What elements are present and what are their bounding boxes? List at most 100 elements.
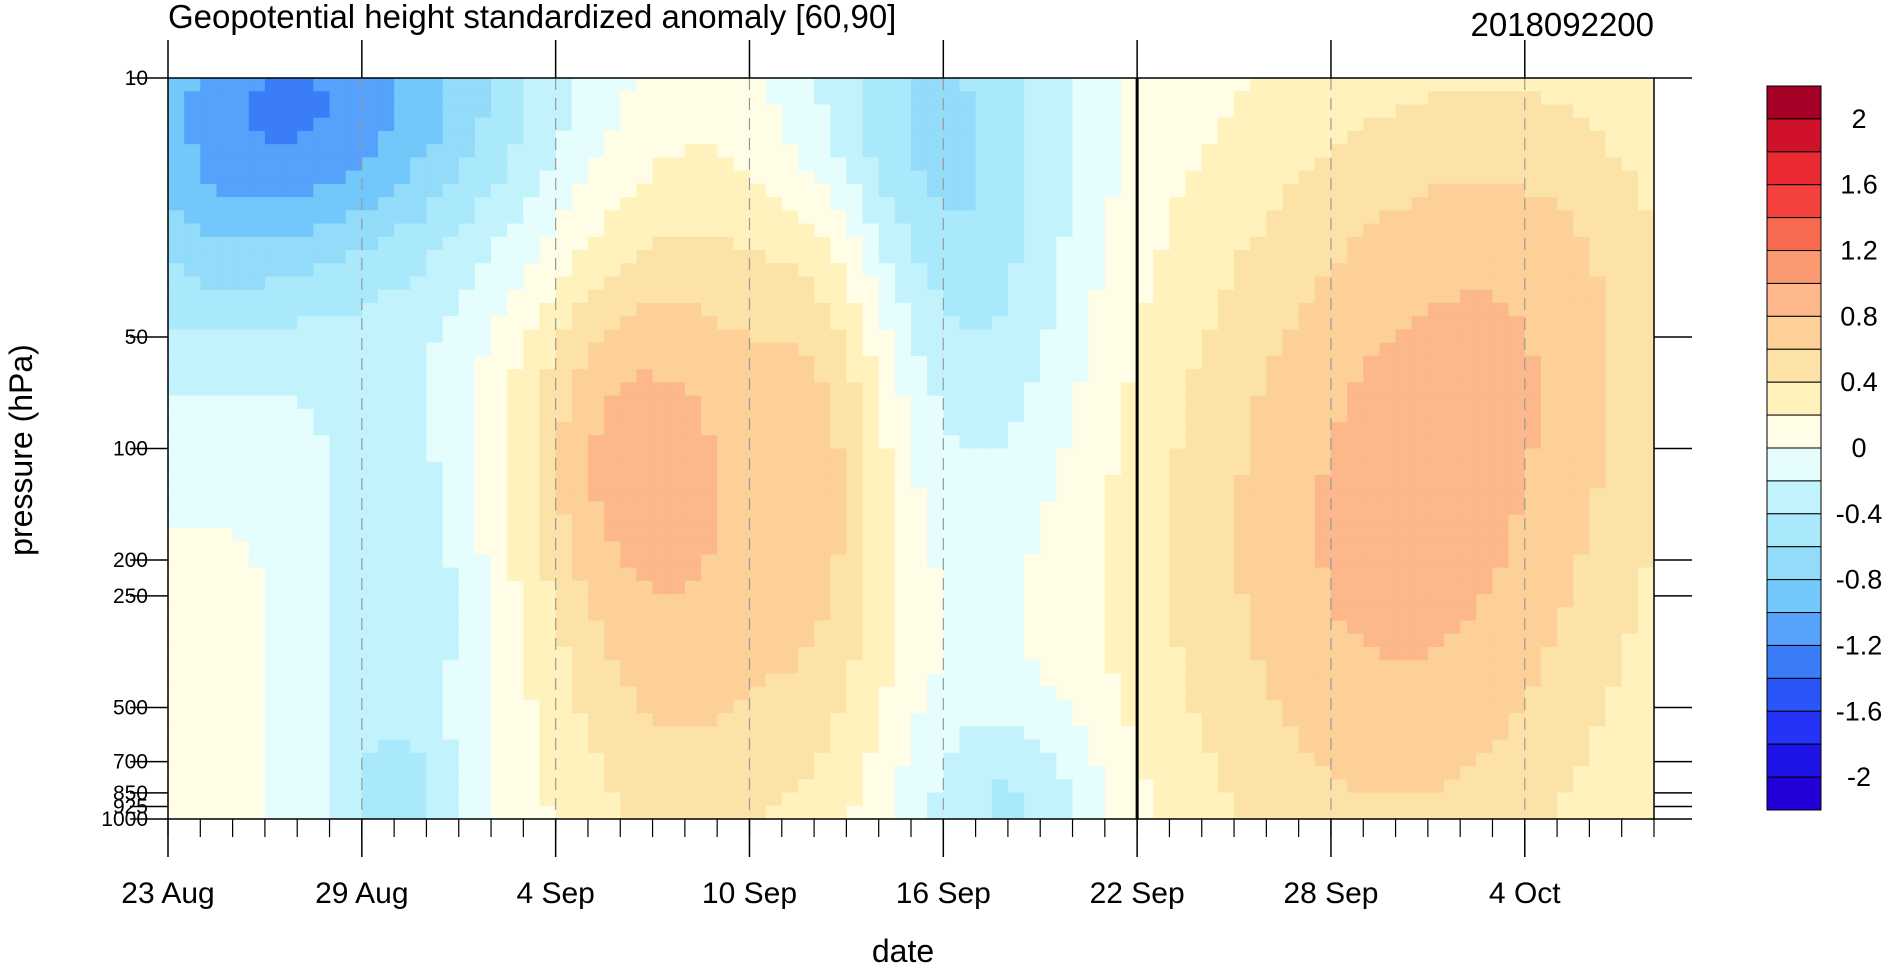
- contour-cell: [894, 752, 912, 767]
- contour-cell: [1508, 276, 1526, 291]
- contour-cell: [491, 144, 508, 158]
- contour-cell: [620, 448, 638, 463]
- contour-cell: [604, 289, 621, 304]
- contour-cell: [474, 607, 492, 622]
- contour-cell: [1201, 130, 1219, 145]
- contour-cell: [1056, 382, 1074, 397]
- contour-cell: [1217, 104, 1235, 119]
- contour-cell: [1427, 91, 1445, 106]
- contour-cell: [943, 713, 961, 727]
- contour-cell: [491, 726, 508, 741]
- contour-cell: [1266, 302, 1284, 317]
- contour-cell: [297, 263, 314, 278]
- contour-cell: [474, 250, 492, 264]
- contour-cell: [1024, 554, 1041, 569]
- contour-cell: [620, 210, 638, 225]
- contour-cell: [507, 474, 524, 489]
- contour-cell: [652, 170, 670, 185]
- contour-cell: [1557, 329, 1574, 344]
- contour-cell: [1492, 117, 1510, 132]
- contour-cell: [200, 408, 218, 423]
- contour-cell: [1330, 316, 1348, 331]
- contour-cell: [1492, 276, 1510, 291]
- contour-cell: [1427, 673, 1445, 688]
- contour-cell: [1557, 792, 1574, 807]
- contour-cell: [846, 210, 864, 225]
- contour-cell: [539, 620, 557, 635]
- contour-cell: [749, 752, 767, 767]
- contour-cell: [248, 78, 266, 92]
- contour-cell: [1234, 316, 1251, 331]
- contour-cell: [1137, 541, 1154, 555]
- contour-cell: [345, 342, 363, 357]
- contour-cell: [1411, 594, 1429, 608]
- contour-cell: [474, 197, 492, 211]
- contour-cell: [927, 157, 944, 172]
- contour-cell: [297, 501, 314, 516]
- contour-cell: [1104, 527, 1122, 542]
- contour-cell: [620, 302, 638, 317]
- contour-cell: [652, 329, 670, 344]
- contour-cell: [1589, 130, 1607, 145]
- contour-cell: [1282, 554, 1300, 569]
- contour-cell: [1104, 607, 1122, 622]
- contour-cell: [1524, 210, 1542, 225]
- contour-cell: [684, 104, 702, 119]
- contour-cell: [1573, 607, 1590, 622]
- contour-cell: [668, 395, 686, 410]
- contour-cell: [1072, 488, 1090, 503]
- contour-cell: [571, 78, 589, 92]
- contour-cell: [765, 236, 783, 251]
- contour-cell: [927, 250, 944, 264]
- contour-cell: [200, 144, 218, 158]
- contour-cell: [636, 316, 654, 331]
- contour-cell: [361, 514, 379, 529]
- contour-cell: [1072, 144, 1090, 158]
- contour-cell: [216, 104, 234, 119]
- contour-cell: [604, 699, 621, 714]
- contour-cell: [555, 302, 573, 317]
- contour-cell: [1250, 541, 1267, 555]
- contour-cell: [523, 501, 541, 516]
- contour-cell: [1153, 594, 1171, 608]
- contour-cell: [943, 369, 961, 383]
- contour-cell: [604, 183, 621, 198]
- contour-cell: [523, 633, 541, 648]
- contour-cell: [652, 752, 670, 767]
- contour-cell: [1007, 130, 1025, 145]
- contour-cell: [717, 488, 734, 503]
- contour-cell: [523, 250, 541, 264]
- contour-cell: [1330, 739, 1348, 754]
- contour-cell: [442, 197, 460, 211]
- contour-cell: [377, 699, 395, 714]
- contour-cell: [232, 567, 250, 582]
- contour-cell: [1007, 144, 1025, 158]
- contour-cell: [862, 660, 880, 675]
- contour-cell: [927, 329, 944, 344]
- contour-cell: [1088, 223, 1106, 238]
- contour-cell: [329, 726, 347, 741]
- contour-cell: [426, 342, 444, 357]
- contour-cell: [458, 805, 476, 819]
- contour-cell: [1444, 197, 1461, 211]
- contour-cell: [668, 673, 686, 688]
- contour-cell: [507, 382, 524, 397]
- contour-cell: [1347, 686, 1364, 701]
- contour-cell: [1040, 805, 1057, 819]
- contour-cell: [749, 594, 767, 608]
- contour-cell: [1363, 567, 1381, 582]
- contour-cell: [862, 488, 880, 503]
- contour-cell: [894, 474, 912, 489]
- contour-cell: [959, 302, 977, 317]
- contour-cell: [1379, 541, 1397, 555]
- contour-cell: [1104, 369, 1122, 383]
- contour-cell: [1379, 302, 1397, 317]
- contour-cell: [587, 686, 605, 701]
- contour-cell: [1298, 766, 1316, 780]
- contour-cell: [927, 580, 944, 595]
- contour-cell: [765, 369, 783, 383]
- contour-cell: [943, 144, 961, 158]
- contour-cell: [377, 594, 395, 608]
- contour-cell: [1379, 646, 1397, 661]
- contour-cell: [297, 461, 314, 476]
